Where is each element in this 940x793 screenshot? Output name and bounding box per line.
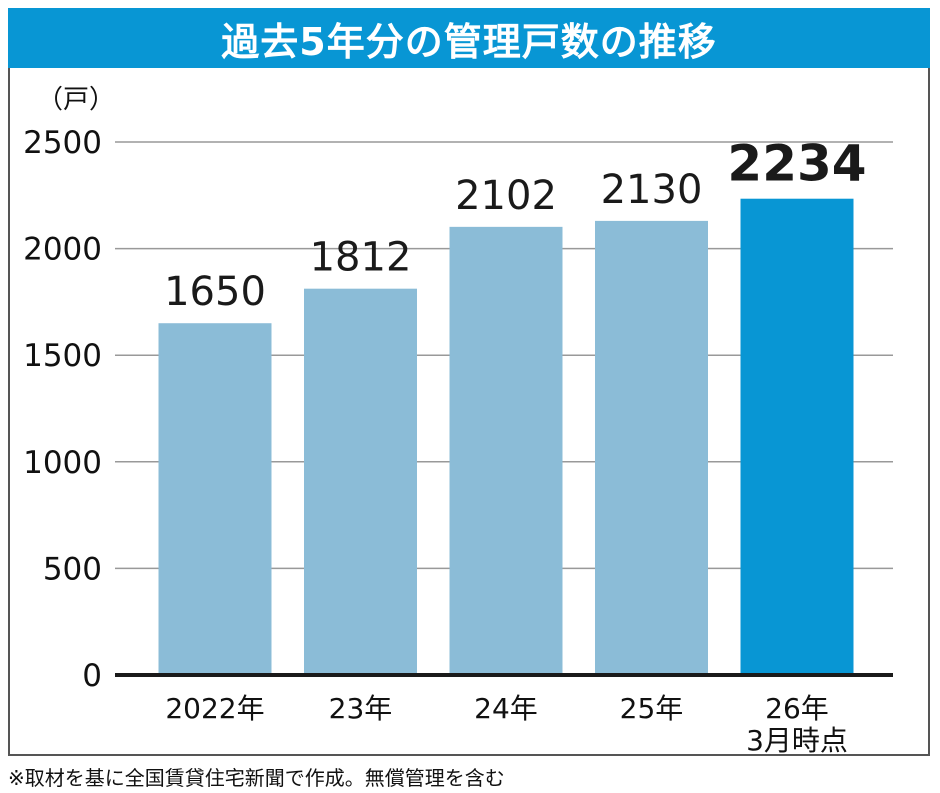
x-category-label: 3月時点 — [746, 724, 848, 757]
x-category-label: 24年 — [474, 692, 538, 725]
chart-title: 過去5年分の管理戸数の推移 — [8, 8, 930, 68]
bar — [740, 198, 854, 676]
x-category-label: 2022年 — [165, 692, 264, 725]
bar — [158, 323, 272, 675]
footnote: ※取材を基に全国賃貸住宅新聞で作成。無償管理を含む — [8, 766, 505, 790]
x-category-label: 25年 — [620, 692, 684, 725]
y-tick-label: 1000 — [23, 445, 102, 481]
bar-value-label: 2102 — [455, 173, 557, 219]
y-tick-label: 2000 — [23, 232, 102, 268]
bar — [595, 220, 708, 675]
bar — [449, 226, 563, 675]
bar — [304, 288, 417, 675]
y-tick-label: 500 — [43, 551, 102, 587]
y-tick-label: 0 — [82, 658, 102, 694]
bar-value-label: 1812 — [310, 235, 412, 281]
x-category-label: 26年 — [765, 692, 829, 725]
y-tick-label: 2500 — [23, 125, 102, 161]
y-axis-unit-label: （戸） — [37, 85, 115, 115]
bar-value-label: 1650 — [164, 269, 266, 315]
x-category-label: 23年 — [329, 692, 393, 725]
bar-value-label: 2234 — [727, 135, 866, 193]
y-tick-label: 1500 — [23, 338, 102, 374]
bar-value-label: 2130 — [601, 167, 703, 213]
